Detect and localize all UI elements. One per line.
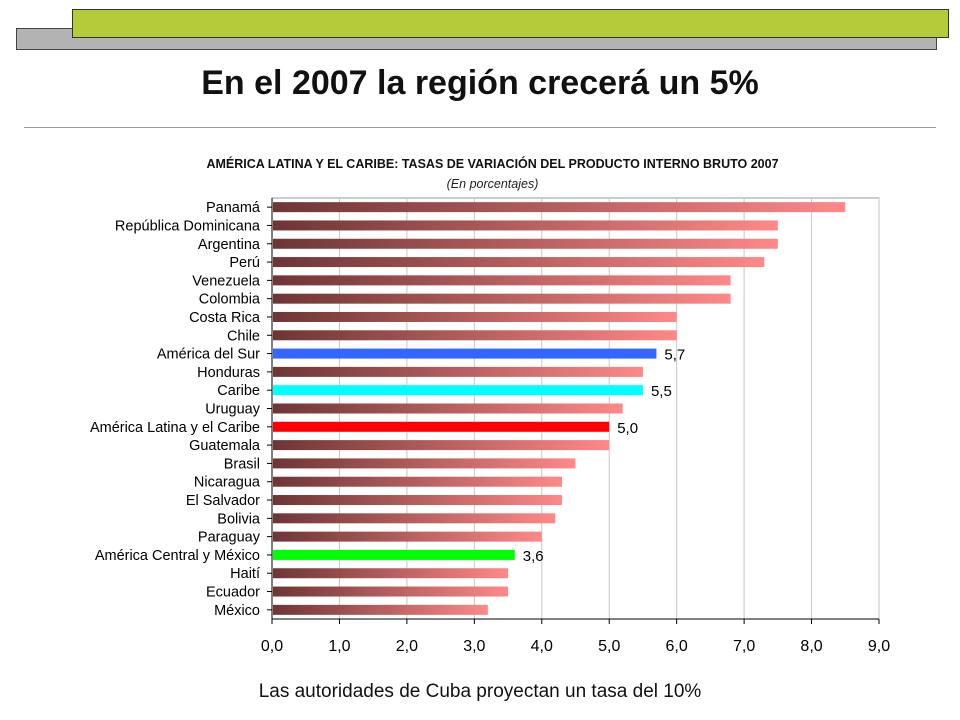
- bar-perú: [273, 257, 765, 268]
- x-tick-label: 1,0: [328, 638, 350, 655]
- data-label: 3,6: [523, 548, 544, 565]
- x-tick-label: 0,0: [261, 638, 283, 655]
- y-category-label: Bolivia: [217, 511, 261, 527]
- data-label: 5,0: [617, 420, 638, 437]
- x-tick-label: 9,0: [868, 638, 890, 655]
- y-category-label: América del Sur: [157, 347, 260, 363]
- bar-brasil: [273, 458, 576, 469]
- y-category-label: América Central y México: [95, 548, 260, 564]
- bar-argentina: [273, 238, 778, 249]
- y-category-label: Colombia: [199, 292, 261, 308]
- bar-ecuador: [273, 586, 509, 597]
- bar-república-dominicana: [273, 220, 778, 231]
- y-category-label: América Latina y el Caribe: [90, 420, 260, 436]
- title-divider: [24, 127, 936, 128]
- bar-uruguay: [273, 403, 623, 414]
- bar-venezuela: [273, 275, 731, 286]
- footer-note: Las autoridades de Cuba proyectan un tas…: [258, 681, 702, 702]
- bar-nicaragua: [273, 476, 563, 487]
- bar-haití: [273, 568, 509, 579]
- y-category-label: Haití: [230, 566, 260, 582]
- x-tick-label: 6,0: [666, 638, 688, 655]
- data-label: 5,7: [664, 347, 685, 364]
- bar-guatemala: [273, 440, 610, 451]
- y-category-label: Venezuela: [192, 273, 261, 289]
- chart-title: AMÉRICA LATINA Y EL CARIBE: TASAS DE VAR…: [206, 157, 779, 171]
- bar-américa-del-sur: [273, 348, 657, 359]
- y-category-label: Uruguay: [205, 402, 261, 418]
- x-tick-label: 2,0: [396, 638, 418, 655]
- chart-subtitle: (En porcentajes): [446, 177, 539, 191]
- header-green-band: [72, 9, 949, 38]
- x-tick-label: 5,0: [598, 638, 620, 655]
- y-category-label: Costa Rica: [189, 310, 261, 326]
- y-category-label: Perú: [229, 255, 260, 271]
- bar-paraguay: [273, 531, 542, 542]
- bar-américa-latina-y-el-caribe: [273, 421, 610, 432]
- bar-costa-rica: [273, 311, 677, 322]
- x-tick-label: 7,0: [733, 638, 755, 655]
- bar-caribe: [273, 385, 643, 396]
- x-tick-label: 3,0: [463, 638, 485, 655]
- data-label: 5,5: [651, 383, 672, 400]
- y-category-label: Argentina: [198, 237, 261, 253]
- y-category-label: México: [214, 603, 260, 619]
- y-category-label: Ecuador: [206, 585, 260, 601]
- y-category-label: Brasil: [224, 456, 260, 472]
- y-category-label: República Dominicana: [115, 218, 261, 234]
- x-tick-label: 8,0: [800, 638, 822, 655]
- x-tick-label: 4,0: [531, 638, 553, 655]
- y-category-label: Guatemala: [189, 438, 261, 454]
- y-category-label: El Salvador: [186, 493, 260, 509]
- bar-el-salvador: [273, 495, 563, 506]
- bar-méxico: [273, 604, 488, 615]
- bar-honduras: [273, 366, 643, 377]
- y-category-label: Chile: [227, 328, 260, 344]
- y-category-label: Honduras: [197, 365, 260, 381]
- y-category-label: Panamá: [206, 200, 261, 216]
- y-category-label: Nicaragua: [194, 475, 261, 491]
- page-title: En el 2007 la región crecerá un 5%: [201, 64, 759, 102]
- bar-chile: [273, 330, 677, 341]
- y-category-label: Caribe: [217, 383, 260, 399]
- y-category-label: Paraguay: [198, 530, 261, 546]
- bar-bolivia: [273, 513, 556, 524]
- bar-panamá: [273, 202, 846, 213]
- bar-américa-central-y-méxico: [273, 549, 515, 560]
- bar-colombia: [273, 293, 731, 304]
